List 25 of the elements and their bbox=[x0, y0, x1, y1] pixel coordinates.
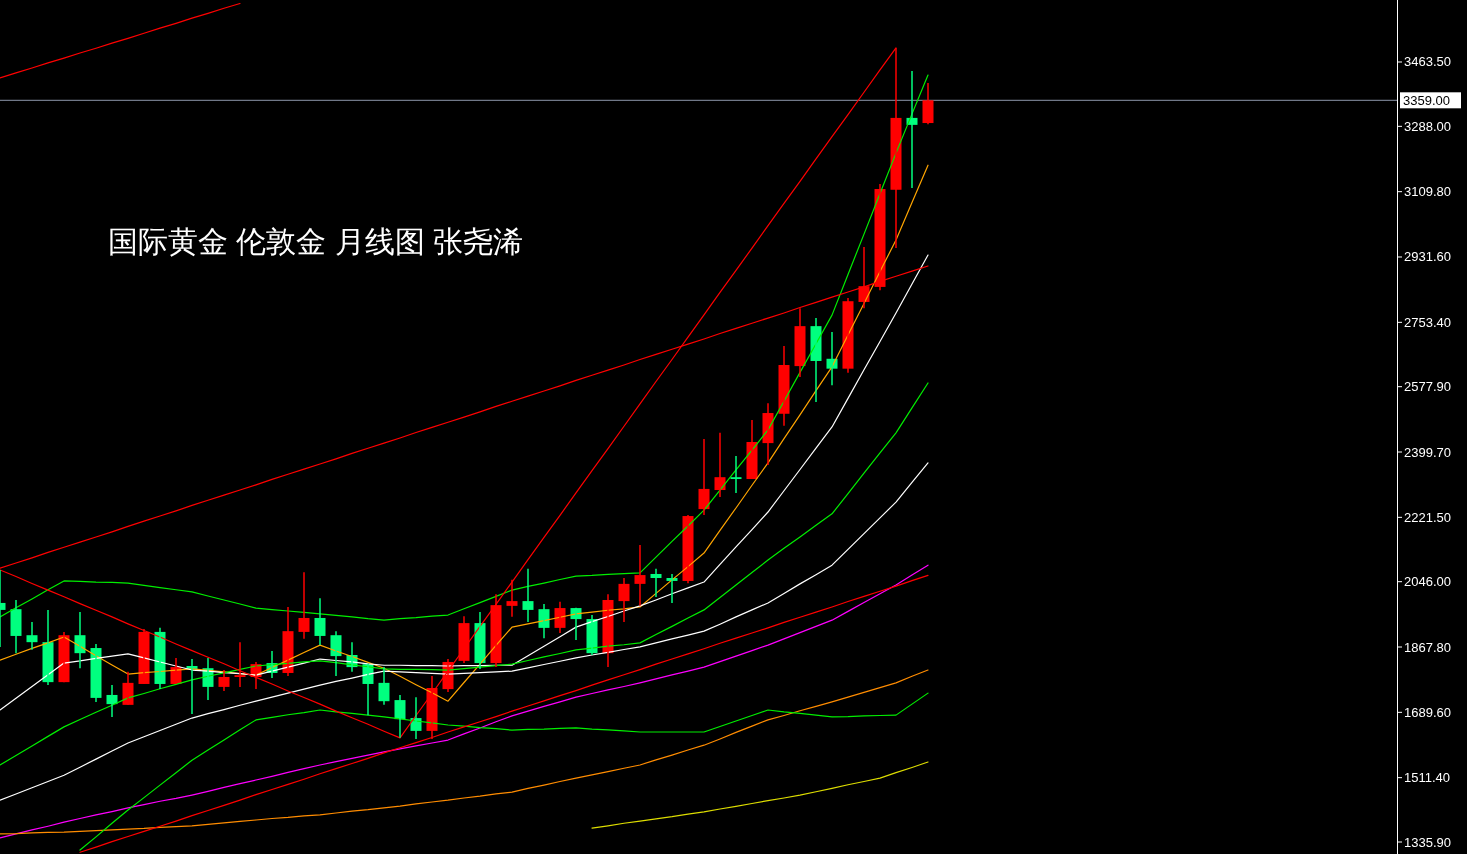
y-tick-label: 1511.40 bbox=[1404, 770, 1451, 786]
y-tick-label: 2931.60 bbox=[1404, 249, 1451, 265]
y-tick-label: 2046.00 bbox=[1404, 574, 1451, 590]
ref-line-label: 3359.00 bbox=[1403, 92, 1450, 108]
line-series bbox=[0, 2, 241, 79]
candlestick bbox=[730, 455, 742, 494]
y-tick-label: 3463.50 bbox=[1404, 54, 1451, 70]
y-tick-label: 2753.40 bbox=[1404, 314, 1451, 330]
line-series bbox=[591, 761, 929, 829]
line-series bbox=[79, 574, 929, 853]
y-tick-label: 3288.00 bbox=[1404, 118, 1451, 134]
line-series bbox=[0, 669, 929, 835]
y-tick-label: 2221.50 bbox=[1404, 509, 1451, 525]
y-tick-label: 1689.60 bbox=[1404, 704, 1451, 720]
y-tick-label: 3109.80 bbox=[1404, 184, 1451, 200]
y-tick-label: 2399.70 bbox=[1404, 444, 1451, 460]
y-tick-label: 1335.90 bbox=[1404, 834, 1451, 850]
y-tick-label: 2577.90 bbox=[1404, 379, 1451, 395]
text: 国际黄金 伦敦金 月线图 张尧浠 bbox=[108, 225, 524, 258]
line-series bbox=[0, 462, 929, 801]
line-series bbox=[0, 382, 929, 766]
line-series bbox=[0, 564, 929, 839]
candlestick bbox=[234, 641, 246, 688]
line-series bbox=[79, 692, 929, 851]
y-tick-label: 1867.80 bbox=[1404, 639, 1451, 655]
